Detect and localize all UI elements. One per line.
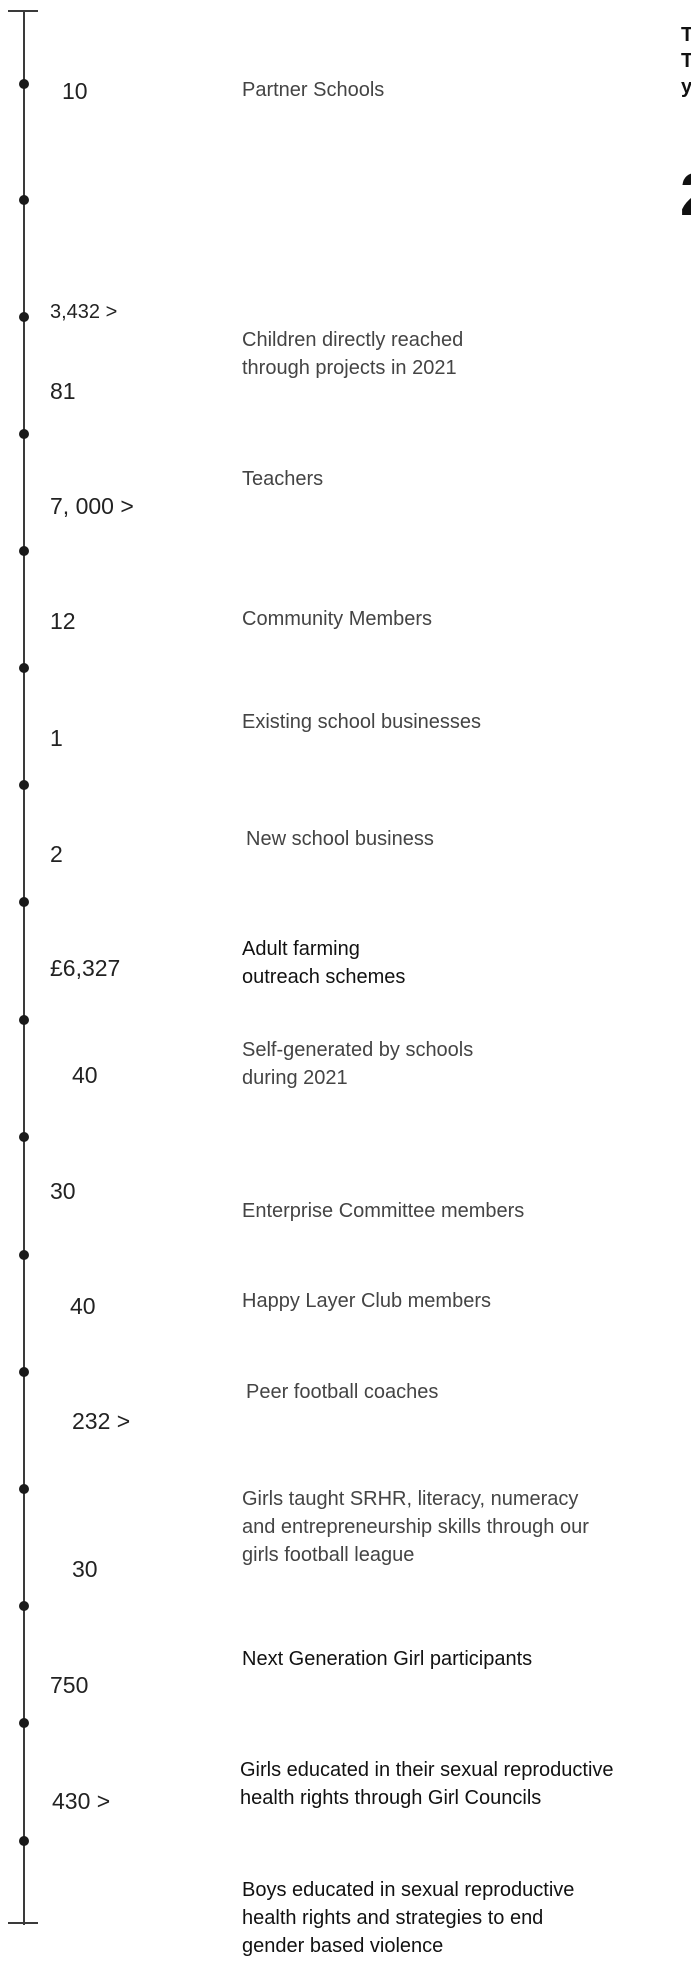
- timeline-dot: [19, 312, 29, 322]
- stat-label-line: Boys educated in sexual reproductive: [242, 1879, 575, 1901]
- stat-label: Girls taught SRHR, literacy, numeracy and…: [242, 1485, 589, 1569]
- stat-number: 750: [50, 1672, 89, 1698]
- stat-label: Next Generation Girl participants: [242, 1645, 532, 1673]
- timeline-dot: [19, 1367, 29, 1377]
- stat-label-line: Partner Schools: [242, 79, 385, 101]
- timeline-dot: [19, 1836, 29, 1846]
- stat-number: 30: [50, 1178, 76, 1204]
- cropped-heading-line: T: [681, 50, 691, 72]
- stat-label-line: Community Members: [242, 608, 433, 630]
- stat-label-line: during 2021: [242, 1067, 348, 1089]
- stat-label-line: Happy Layer Club members: [242, 1290, 491, 1312]
- stat-label-line: New school business: [246, 828, 434, 850]
- timeline-dot: [19, 897, 29, 907]
- stat-label-line: Girls educated in their sexual reproduct…: [240, 1759, 614, 1781]
- stat-number: 7, 000 >: [50, 493, 134, 519]
- stat-label: Girls educated in their sexual reproduct…: [240, 1756, 614, 1812]
- stat-label-line: Next Generation Girl participants: [242, 1648, 533, 1670]
- stat-label-line: Enterprise Committee members: [242, 1200, 525, 1222]
- stat-number: 430 >: [52, 1788, 111, 1814]
- stat-number: £6,327: [50, 955, 121, 981]
- stat-label: Community Members: [242, 605, 432, 633]
- stat-number: 81: [50, 378, 76, 404]
- stat-label: Existing school businesses: [242, 708, 481, 736]
- stat-label: Boys educated in sexual reproductive heal…: [242, 1876, 574, 1960]
- cropped-heading-line: T: [681, 24, 691, 46]
- timeline-dot: [19, 1601, 29, 1611]
- stat-number: 2: [50, 841, 63, 867]
- timeline-dot: [19, 1718, 29, 1728]
- stat-number: 40: [70, 1293, 96, 1319]
- timeline-top-cap: [8, 10, 38, 12]
- cropped-heading-line: y: [681, 76, 691, 98]
- stat-label-line: Self-generated by schools: [242, 1039, 474, 1061]
- stat-label-line: and entrepreneurship skills through our: [242, 1516, 589, 1538]
- timeline-dot: [19, 1484, 29, 1494]
- timeline-dot: [19, 1250, 29, 1260]
- stat-number: 30: [72, 1556, 98, 1582]
- stat-label-line: through projects in 2021: [242, 357, 457, 379]
- timeline-dot: [19, 663, 29, 673]
- stat-label-line: Adult farming: [242, 938, 360, 960]
- timeline-dot: [19, 1015, 29, 1025]
- timeline-dot: [19, 780, 29, 790]
- stat-label-line: Children directly reached: [242, 329, 464, 351]
- stat-label-line: Teachers: [242, 468, 324, 490]
- timeline-dot: [19, 429, 29, 439]
- timeline-dot: [19, 79, 29, 89]
- stat-label: Adult farming outreach schemes: [242, 935, 405, 991]
- cropped-heading: T T y: [681, 22, 691, 100]
- stat-label: Peer football coaches: [246, 1378, 438, 1406]
- stat-label-line: gender based violence: [242, 1935, 444, 1957]
- timeline-line: [23, 10, 25, 1925]
- stat-number: 232 >: [72, 1408, 131, 1434]
- stat-label: Self-generated by schools during 2021: [242, 1036, 473, 1092]
- stat-label-line: health rights and strategies to end: [242, 1907, 544, 1929]
- stat-label: Partner Schools: [242, 76, 384, 104]
- stat-label-line: outreach schemes: [242, 966, 406, 988]
- stat-label: Children directly reached through project…: [242, 326, 463, 382]
- stat-number: 12: [50, 608, 76, 634]
- stat-number: 40: [72, 1062, 98, 1088]
- timeline-dot: [19, 195, 29, 205]
- stat-number: 10: [62, 78, 88, 104]
- stat-number: 3,432 >: [50, 301, 118, 323]
- stat-label: Happy Layer Club members: [242, 1287, 491, 1315]
- stat-label-line: Peer football coaches: [246, 1381, 439, 1403]
- stat-number: 1: [50, 725, 63, 751]
- timeline-dot: [19, 546, 29, 556]
- stat-label: Enterprise Committee members: [242, 1197, 524, 1225]
- cropped-big-number: 2: [680, 160, 691, 229]
- stat-label-line: girls football league: [242, 1544, 415, 1566]
- stat-label: Teachers: [242, 465, 323, 493]
- stat-label-line: Existing school businesses: [242, 711, 482, 733]
- stat-label: New school business: [246, 825, 434, 853]
- timeline-dot: [19, 1132, 29, 1142]
- stat-label-line: health rights through Girl Councils: [240, 1787, 542, 1809]
- timeline-bottom-cap: [8, 1922, 38, 1924]
- stat-label-line: Girls taught SRHR, literacy, numeracy: [242, 1488, 579, 1510]
